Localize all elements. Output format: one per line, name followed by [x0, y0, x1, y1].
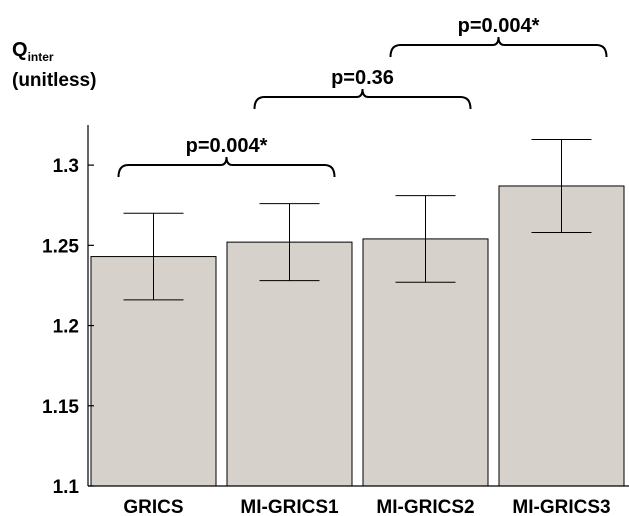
- y-tick-label-5: 1.3: [53, 156, 79, 177]
- significance-bracket-3: [391, 37, 607, 57]
- significance-annotations: p=0.004* p=0.36 p=0.004*: [119, 15, 607, 177]
- x-tick-label-2: MI-GRICS1: [240, 497, 339, 516]
- y-tick-label-1: 1.1: [53, 477, 80, 498]
- y-tick-label-3: 1.2: [53, 317, 79, 338]
- x-tick-label-1: GRICS: [123, 497, 183, 516]
- significance-bracket-2: [255, 89, 471, 109]
- significance-label-1: p=0.004*: [186, 135, 268, 157]
- significance-label-3: p=0.004*: [458, 15, 540, 37]
- y-tick-label-2: 1.15: [42, 397, 79, 418]
- y-tick-label-4: 1.25: [42, 236, 79, 257]
- x-tick-label-3: MI-GRICS2: [376, 497, 474, 516]
- x-tick-label-4: MI-GRICS3: [512, 497, 610, 516]
- bars-group: [91, 186, 624, 486]
- significance-bracket-1: [119, 157, 335, 177]
- significance-label-2: p=0.36: [331, 67, 394, 89]
- x-axis-tick-labels: GRICS MI-GRICS1 MI-GRICS2 MI-GRICS3: [123, 497, 610, 516]
